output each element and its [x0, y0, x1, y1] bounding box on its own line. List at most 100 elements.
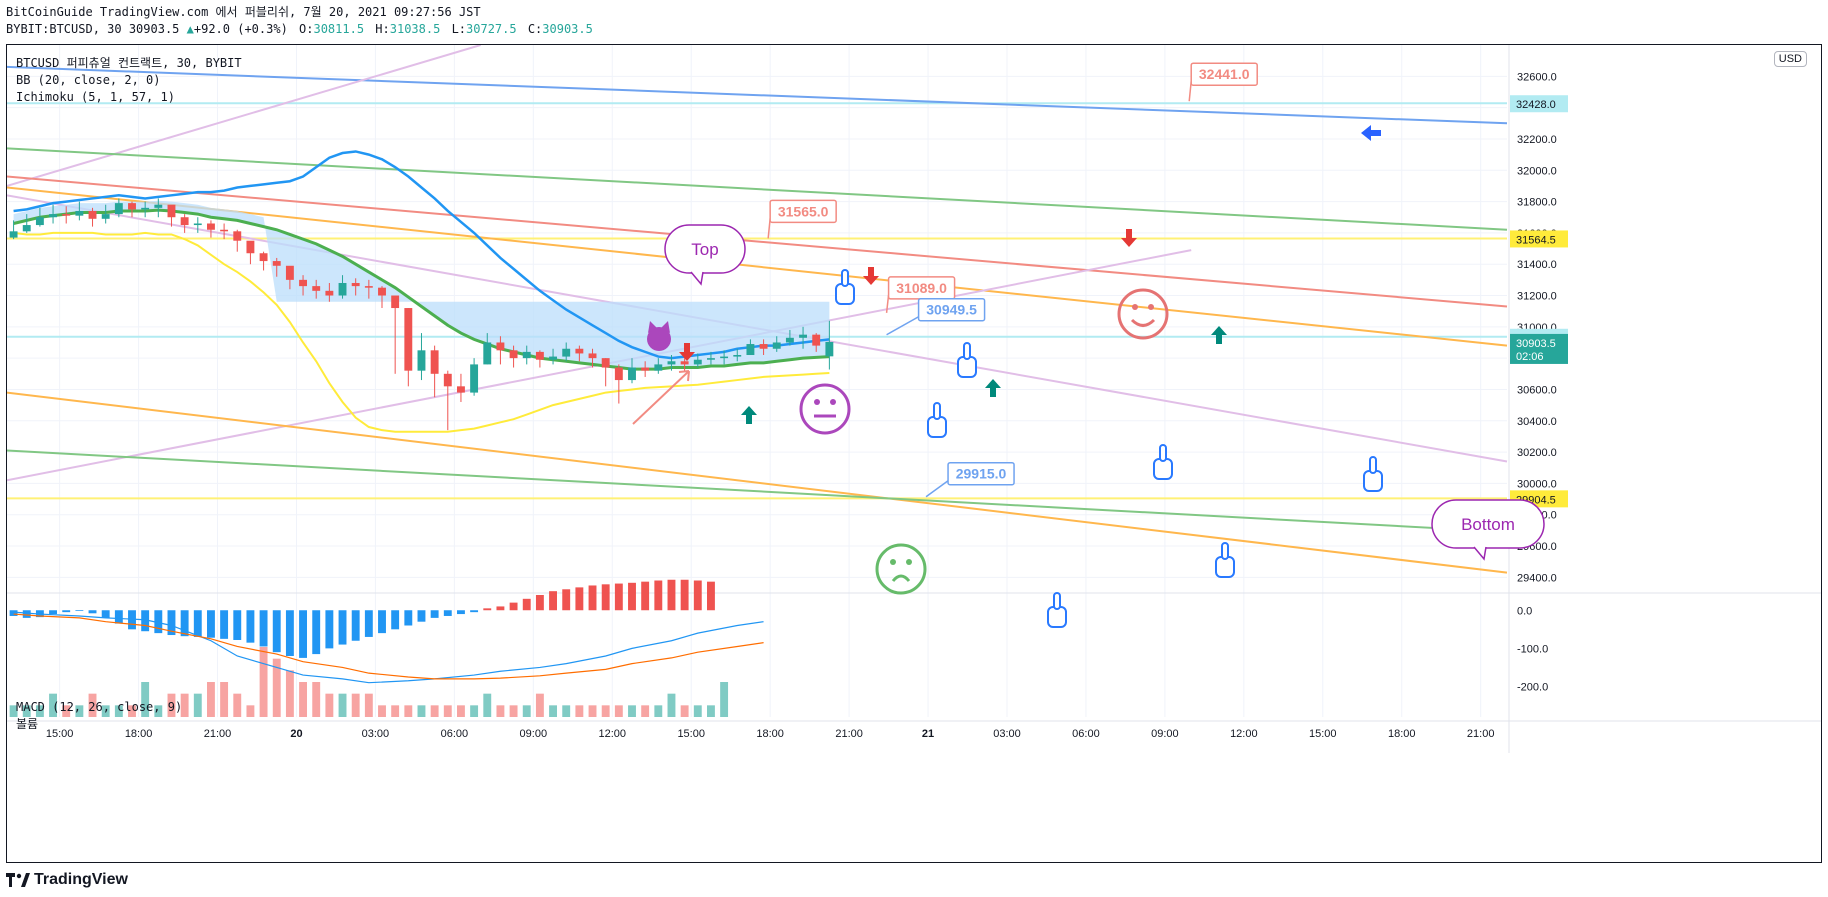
candle-body [207, 223, 215, 230]
down-arrow-icon [863, 267, 879, 285]
signal-line [13, 613, 764, 680]
volume-bar [404, 705, 413, 717]
macd-histogram-bar [430, 610, 439, 618]
volume-bar [391, 705, 400, 717]
macd-histogram-bar [509, 602, 518, 611]
legend-ichimoku[interactable]: Ichimoku (5, 1, 57, 1) [16, 90, 175, 104]
symbol-label: BYBIT:BTCUSD, 30 [6, 22, 122, 36]
currency-badge[interactable]: USD [1773, 51, 1807, 67]
volume-bar [128, 705, 136, 717]
callout-text: 31089.0 [896, 280, 947, 296]
price-tick-label: 29400.0 [1517, 572, 1557, 584]
volume-bar [154, 705, 163, 717]
callout-pointer [886, 316, 919, 336]
legend-symbol[interactable]: BTCUSD 퍼피츄얼 컨트랙트, 30, BYBIT [16, 56, 242, 70]
chart-frame[interactable]: 29400.029600.029800.030000.030200.030400… [6, 44, 1822, 863]
volume-bar [693, 705, 702, 717]
chart-canvas[interactable]: 29400.029600.029800.030000.030200.030400… [7, 45, 1821, 862]
volume-bar [483, 693, 492, 717]
candle-body [667, 361, 676, 365]
up-arrow-icon [985, 379, 1001, 397]
macd-histogram-bar [180, 610, 189, 637]
candle-body [588, 353, 597, 359]
macd-line [13, 611, 764, 684]
time-tick-label: 06:00 [441, 728, 469, 740]
speech-bubble [664, 224, 746, 274]
price-tick-label: 30200.0 [1517, 447, 1557, 459]
candle-body [693, 359, 702, 365]
macd-histogram-bar [141, 610, 150, 632]
bb-upper-line [13, 150, 830, 360]
macd-histogram-bar [654, 580, 663, 611]
volume-bar [707, 705, 715, 717]
macd-histogram-bar [9, 610, 18, 616]
volume-bar [601, 705, 610, 717]
macd-histogram-bar [325, 610, 334, 649]
macd-histogram-bar [378, 610, 386, 634]
price-label-box [1510, 333, 1568, 364]
bb-lower-line [13, 231, 830, 433]
volume-bar [496, 705, 505, 717]
candle-body [22, 225, 31, 232]
callout-text: 32441.0 [1199, 66, 1250, 82]
volume-bar [285, 670, 294, 717]
time-tick-label: 21:00 [1467, 728, 1495, 740]
pointing-hand-finger [1369, 456, 1377, 474]
trend-line [7, 45, 481, 187]
countdown-label: 02:06 [1516, 351, 1544, 363]
candle-body [720, 356, 729, 359]
candle-body [733, 355, 742, 357]
low-value: 30727.5 [466, 22, 517, 36]
legend-macd[interactable]: MACD (12, 26, close, 9) [16, 700, 183, 714]
candle-body [35, 217, 44, 226]
macd-histogram-bar [246, 610, 255, 643]
candle-body [88, 210, 97, 219]
price-label-box [1510, 230, 1568, 248]
trend-line [7, 449, 1508, 533]
price-tick-label: 30000.0 [1517, 478, 1557, 490]
down-arrow-icon [1121, 229, 1137, 247]
time-tick-label: 12:00 [598, 728, 626, 740]
volume-bar [509, 705, 518, 717]
volume-bar [299, 682, 307, 717]
volume-bar [325, 693, 334, 717]
price-tick-label: 31200.0 [1517, 291, 1557, 303]
time-tick-label: 20 [290, 728, 302, 740]
macd-histogram-bar [259, 610, 268, 647]
pointing-hand-finger [1053, 592, 1061, 610]
tradingview-footer[interactable]: TradingView [6, 869, 128, 891]
left-arrow-icon [1361, 125, 1381, 141]
volume-bar [312, 682, 321, 717]
tradingview-logo-icon [6, 873, 30, 887]
price-tick-label: 31400.0 [1517, 259, 1557, 271]
price-tick-label: 30600.0 [1517, 384, 1557, 396]
volume-bar [667, 693, 676, 717]
candle-body [378, 287, 386, 296]
candle-body [9, 231, 18, 238]
macd-histogram-bar [628, 582, 636, 611]
trend-line [7, 186, 1508, 347]
legend-bb[interactable]: BB (20, close, 2, 0) [16, 73, 161, 87]
candle-body [601, 358, 610, 368]
candle-body [325, 290, 334, 296]
time-tick-label: 21 [922, 728, 934, 740]
candle-body [404, 308, 413, 371]
projection-arrow [632, 370, 690, 425]
smiley-face-icon-mouth [1130, 318, 1156, 327]
macd-tick-label: -100.0 [1517, 643, 1548, 655]
candle-body [114, 203, 123, 215]
candle-body [509, 350, 518, 359]
volume-bar [457, 705, 465, 717]
close-label: C: [527, 22, 543, 36]
candle-body [772, 342, 781, 349]
trend-line [7, 391, 1508, 574]
candle-body [391, 295, 400, 309]
candle-body [351, 282, 360, 287]
candle-body [128, 203, 136, 210]
time-tick-label: 15:00 [46, 728, 74, 740]
callout-text: 30949.5 [926, 302, 977, 318]
volume-bar [575, 705, 584, 717]
legend-volume[interactable]: 볼륨 [16, 717, 39, 731]
neutral-face-icon-eye [814, 399, 820, 405]
volume-bar [259, 647, 268, 717]
